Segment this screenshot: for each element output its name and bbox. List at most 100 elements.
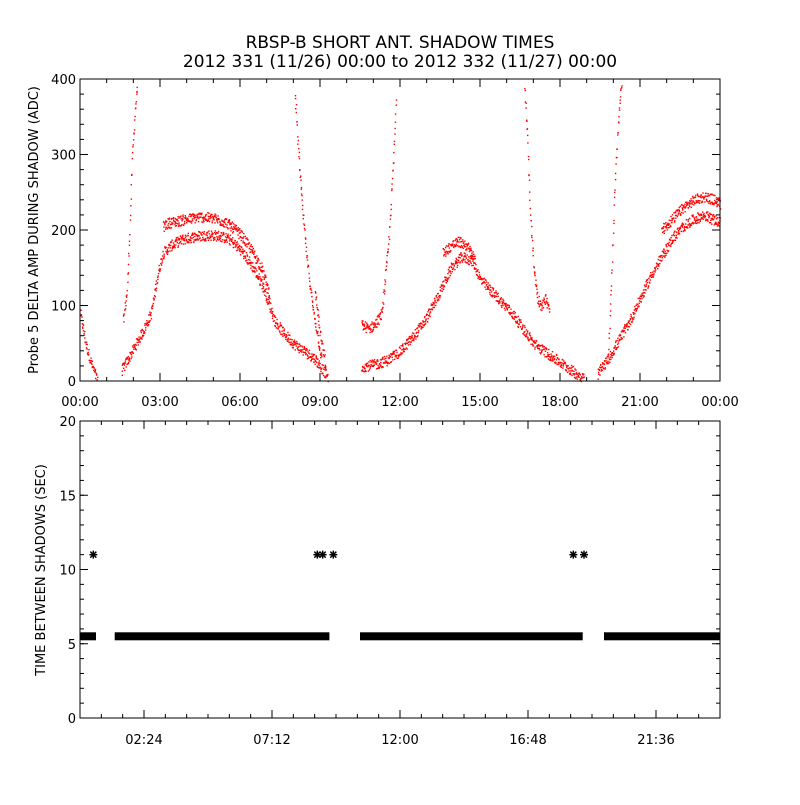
top-data-point bbox=[399, 354, 401, 356]
top-data-point bbox=[202, 238, 205, 240]
top-data-point bbox=[541, 305, 544, 307]
top-data-point bbox=[680, 211, 683, 214]
top-data-point bbox=[149, 320, 151, 322]
top-data-point bbox=[265, 276, 267, 278]
top-data-point bbox=[713, 224, 716, 226]
top-data-point bbox=[657, 258, 659, 261]
top-data-point bbox=[393, 162, 395, 164]
top-data-point bbox=[261, 270, 263, 272]
top-data-point bbox=[229, 234, 232, 236]
top-data-point bbox=[292, 340, 295, 343]
top-data-point bbox=[320, 354, 322, 356]
top-data-point bbox=[434, 299, 436, 302]
top-data-point bbox=[543, 297, 545, 299]
top-data-point bbox=[471, 252, 473, 254]
top-data-point bbox=[268, 303, 270, 305]
top-data-point bbox=[456, 266, 458, 269]
top-data-point bbox=[448, 266, 451, 268]
top-data-point bbox=[677, 233, 679, 235]
top-data-point bbox=[202, 219, 205, 221]
top-data-point bbox=[377, 366, 380, 368]
top-data-point bbox=[702, 211, 704, 213]
top-data-point bbox=[387, 248, 389, 250]
top-data-point bbox=[235, 224, 238, 227]
top-data-point bbox=[525, 329, 528, 331]
top-data-point bbox=[614, 346, 616, 348]
top-data-point bbox=[620, 331, 623, 333]
top-data-point bbox=[220, 235, 222, 238]
top-data-point bbox=[128, 255, 130, 257]
top-data-point bbox=[193, 217, 195, 220]
top-data-point bbox=[298, 349, 300, 351]
top-data-point bbox=[314, 360, 316, 362]
top-data-point bbox=[248, 256, 251, 258]
top-data-point bbox=[306, 354, 309, 356]
top-data-point bbox=[615, 341, 617, 344]
top-data-point bbox=[530, 343, 532, 345]
top-data-point bbox=[429, 311, 432, 313]
top-data-point bbox=[675, 236, 678, 238]
top-data-point bbox=[122, 315, 125, 317]
top-data-point bbox=[710, 217, 712, 220]
top-data-point bbox=[478, 276, 480, 278]
top-data-point bbox=[698, 213, 700, 216]
top-y-tick-label: 300 bbox=[51, 149, 76, 164]
top-data-point bbox=[295, 340, 298, 343]
top-data-point bbox=[620, 88, 622, 90]
top-data-point bbox=[268, 301, 270, 303]
top-data-point bbox=[182, 243, 185, 245]
top-data-point bbox=[194, 235, 196, 238]
top-data-point bbox=[227, 235, 229, 237]
top-data-point bbox=[403, 348, 406, 350]
top-data-point bbox=[222, 220, 224, 223]
top-data-point bbox=[219, 220, 221, 223]
top-data-point bbox=[703, 198, 705, 200]
top-data-point bbox=[292, 347, 294, 349]
top-data-point bbox=[637, 297, 639, 300]
top-data-point bbox=[386, 261, 388, 264]
top-data-point bbox=[137, 341, 140, 343]
top-data-point bbox=[189, 238, 191, 241]
top-data-point bbox=[547, 302, 549, 304]
top-data-point bbox=[565, 364, 567, 367]
top-data-point bbox=[184, 222, 186, 225]
top-data-point bbox=[670, 243, 672, 246]
top-data-point bbox=[301, 194, 303, 197]
top-data-point bbox=[648, 277, 650, 279]
top-data-point bbox=[690, 224, 692, 226]
top-data-point bbox=[682, 230, 684, 233]
top-data-point bbox=[457, 241, 459, 243]
top-data-point bbox=[567, 365, 569, 367]
top-data-point bbox=[535, 285, 537, 288]
top-data-point bbox=[671, 239, 673, 242]
top-data-point bbox=[246, 246, 248, 248]
top-data-point bbox=[89, 360, 91, 362]
top-data-point bbox=[668, 219, 670, 221]
top-data-point bbox=[310, 356, 313, 359]
top-data-point bbox=[199, 231, 201, 233]
top-data-point bbox=[461, 259, 463, 262]
top-data-point bbox=[693, 204, 695, 206]
top-data-point bbox=[203, 220, 205, 223]
top-data-point bbox=[217, 215, 219, 217]
top-data-point bbox=[300, 179, 302, 181]
top-data-point bbox=[364, 364, 366, 366]
top-data-point bbox=[618, 340, 620, 342]
top-data-point bbox=[580, 377, 583, 379]
top-data-point bbox=[540, 309, 542, 311]
top-data-point bbox=[465, 243, 468, 245]
top-data-point bbox=[707, 220, 709, 222]
top-data-point bbox=[716, 201, 718, 203]
top-data-point bbox=[606, 363, 608, 365]
top-data-point bbox=[207, 212, 209, 214]
top-data-point bbox=[214, 222, 216, 224]
top-data-point bbox=[652, 276, 655, 278]
top-data-point bbox=[243, 257, 245, 260]
top-data-point bbox=[425, 319, 427, 321]
top-x-tick-label: 18:00 bbox=[541, 395, 578, 410]
top-data-point bbox=[670, 215, 672, 218]
top-data-point bbox=[193, 241, 195, 243]
top-data-point bbox=[172, 245, 175, 247]
top-data-point bbox=[132, 352, 134, 354]
top-data-point bbox=[551, 351, 554, 353]
